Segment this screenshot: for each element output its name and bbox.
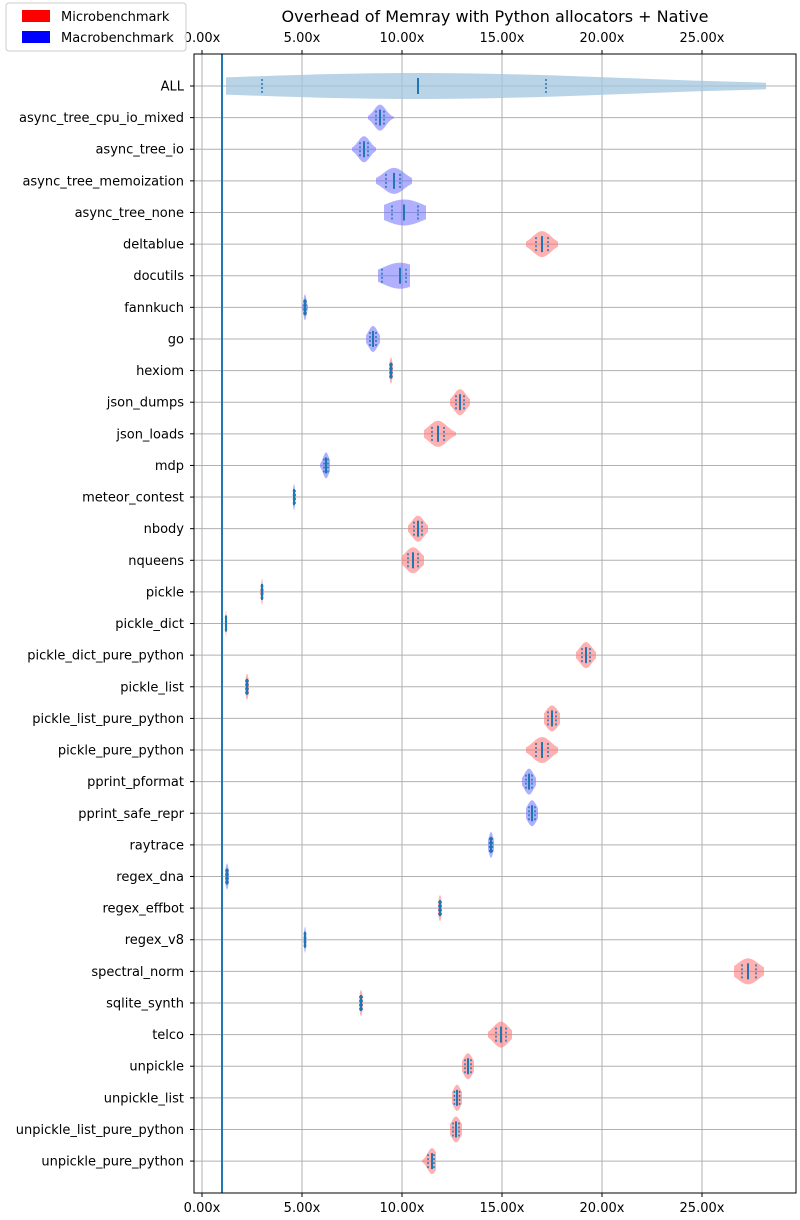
y-tick-label: mdp bbox=[155, 459, 184, 474]
y-tick-label: pickle bbox=[146, 585, 184, 600]
x-tick-label-bottom: 25.00x bbox=[680, 1201, 725, 1216]
y-tick-label: regex_v8 bbox=[125, 933, 184, 948]
y-tick-label: nbody bbox=[144, 522, 185, 537]
y-tick-label: regex_dna bbox=[116, 870, 184, 885]
chart-title: Overhead of Memray with Python allocator… bbox=[282, 7, 709, 26]
violin-body bbox=[424, 420, 456, 447]
y-tick-label: telco bbox=[152, 1028, 184, 1043]
y-tick-label: pickle_list_pure_python bbox=[32, 712, 184, 727]
y-tick-label: json_loads bbox=[115, 427, 184, 442]
y-tick-label: async_tree_none bbox=[75, 206, 184, 221]
axis-layer: 0.00x 0.00x 5.00x 5.00x 10.00x 10.00x 15.00x 15… bbox=[16, 31, 725, 1216]
legend-swatch-micro bbox=[22, 10, 50, 22]
violin-layer bbox=[224, 73, 766, 1175]
y-tick-label: async_tree_cpu_io_mixed bbox=[19, 111, 184, 126]
x-tick-label-top: 15.00x bbox=[480, 31, 525, 46]
y-tick-label: regex_effbot bbox=[102, 902, 184, 917]
x-tick-label-top: 20.00x bbox=[580, 31, 625, 46]
violin-body bbox=[378, 262, 410, 289]
y-tick-label: ALL bbox=[161, 80, 185, 95]
legend-frame bbox=[5, 2, 187, 52]
x-tick-label-bottom: 15.00x bbox=[480, 1201, 525, 1216]
y-tick-label: meteor_contest bbox=[82, 491, 184, 506]
y-tick-label: raytrace bbox=[129, 838, 184, 853]
x-tick-label-bottom: 5.00x bbox=[284, 1201, 321, 1216]
y-tick-label: unpickle bbox=[129, 1060, 184, 1075]
x-tick-label-top: 0.00x bbox=[184, 31, 221, 46]
y-tick-label: hexiom bbox=[136, 364, 184, 379]
y-tick-label: pprint_safe_repr bbox=[78, 807, 184, 822]
x-tick-label-top: 5.00x bbox=[284, 31, 321, 46]
x-tick-label-top: 25.00x bbox=[680, 31, 725, 46]
y-tick-label: pickle_dict bbox=[115, 617, 184, 632]
y-tick-label: unpickle_list bbox=[104, 1091, 184, 1106]
y-tick-label: pickle_pure_python bbox=[58, 744, 184, 759]
legend-label-micro: Microbenchmark bbox=[61, 10, 170, 25]
y-tick-label: nqueens bbox=[128, 554, 184, 569]
y-tick-label: deltablue bbox=[123, 238, 184, 253]
legend-swatch-macro bbox=[22, 31, 50, 43]
y-tick-label: pickle_list bbox=[120, 680, 184, 695]
y-tick-label: json_dumps bbox=[106, 396, 184, 411]
y-tick-label: go bbox=[168, 332, 184, 347]
x-tick-label-bottom: 0.00x bbox=[184, 1201, 221, 1216]
y-tick-label: pprint_pformat bbox=[87, 775, 184, 790]
y-tick-label: pickle_dict_pure_python bbox=[27, 649, 184, 664]
legend: Microbenchmark Macrobenchmark bbox=[5, 2, 187, 52]
y-tick-label: async_tree_memoization bbox=[22, 174, 184, 189]
x-tick-label-bottom: 10.00x bbox=[380, 1201, 425, 1216]
violin-body bbox=[226, 73, 766, 99]
x-tick-label-bottom: 20.00x bbox=[580, 1201, 625, 1216]
y-tick-label: sqlite_synth bbox=[106, 996, 184, 1011]
y-tick-label: unpickle_list_pure_python bbox=[16, 1123, 184, 1138]
y-tick-label: spectral_norm bbox=[91, 965, 184, 980]
violin-body bbox=[422, 1148, 436, 1175]
y-tick-label: async_tree_io bbox=[95, 143, 184, 158]
x-tick-label-top: 10.00x bbox=[380, 31, 425, 46]
y-tick-label: unpickle_pure_python bbox=[41, 1155, 184, 1170]
grid-layer bbox=[194, 54, 796, 1193]
y-tick-label: fannkuch bbox=[124, 301, 184, 316]
y-tick-label: docutils bbox=[133, 269, 184, 284]
legend-label-macro: Macrobenchmark bbox=[61, 31, 174, 46]
